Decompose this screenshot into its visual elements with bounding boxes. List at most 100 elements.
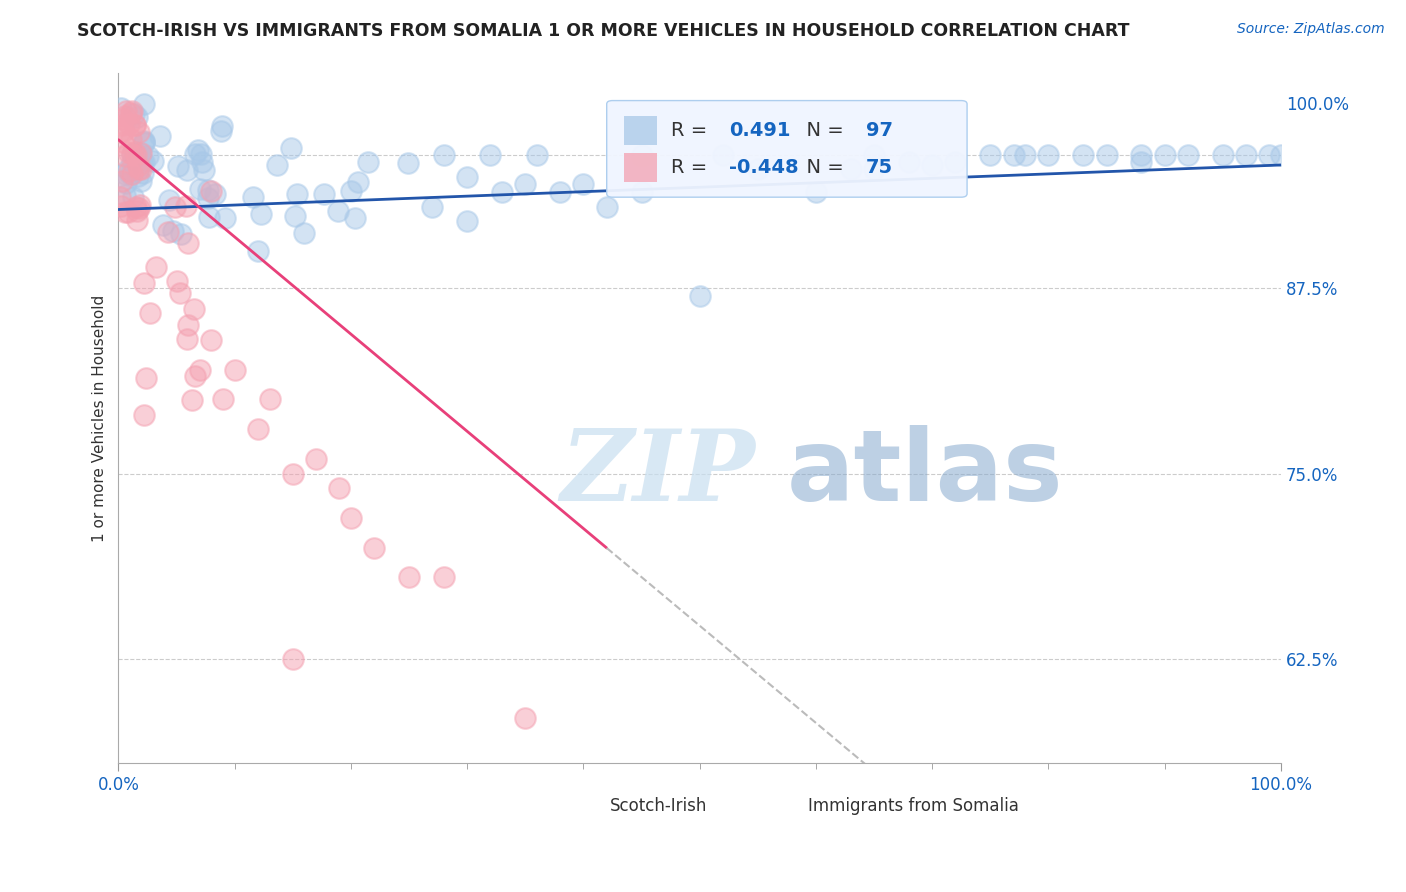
Point xyxy=(184,369,207,384)
Point xyxy=(110,125,132,139)
Point xyxy=(132,97,155,112)
Text: Scotch-Irish: Scotch-Irish xyxy=(610,797,707,814)
Point xyxy=(166,274,188,288)
Text: N =: N = xyxy=(794,158,849,177)
Point xyxy=(526,147,548,161)
Point xyxy=(127,169,149,183)
Point xyxy=(1130,155,1153,169)
Point xyxy=(114,204,136,219)
Point xyxy=(125,156,148,170)
Point xyxy=(125,147,148,161)
Point xyxy=(326,204,349,219)
Point xyxy=(340,184,363,198)
Point xyxy=(863,162,886,177)
Point xyxy=(110,102,132,116)
Point xyxy=(128,145,150,160)
Point xyxy=(1270,147,1292,161)
Point xyxy=(131,162,153,177)
Point xyxy=(127,159,149,173)
Point xyxy=(174,199,197,213)
Point xyxy=(167,159,190,173)
Point xyxy=(132,166,155,180)
Point xyxy=(281,652,304,666)
Point xyxy=(124,148,146,162)
Point xyxy=(863,147,886,161)
Point xyxy=(125,200,148,214)
Text: R =: R = xyxy=(671,158,713,177)
Text: N =: N = xyxy=(794,120,849,140)
Point xyxy=(132,134,155,148)
Point xyxy=(456,214,478,228)
Point xyxy=(118,164,141,178)
Text: 75: 75 xyxy=(866,158,893,177)
Point xyxy=(114,167,136,181)
Point xyxy=(117,145,139,160)
Point xyxy=(1073,147,1095,161)
Point xyxy=(305,451,328,466)
Point xyxy=(572,178,595,192)
Point xyxy=(157,225,180,239)
Point xyxy=(114,187,136,202)
Point xyxy=(630,147,652,161)
Point xyxy=(285,186,308,201)
Point xyxy=(548,185,571,199)
Point xyxy=(209,124,232,138)
Point xyxy=(145,260,167,275)
Point xyxy=(124,118,146,132)
Point xyxy=(346,175,368,189)
Point xyxy=(280,141,302,155)
Point xyxy=(396,156,419,170)
Point xyxy=(1234,147,1257,161)
Point xyxy=(108,190,131,204)
Point xyxy=(491,185,513,199)
Point xyxy=(259,392,281,407)
Point xyxy=(149,129,172,144)
Point xyxy=(190,147,212,161)
Text: 97: 97 xyxy=(866,120,893,140)
Point xyxy=(1212,147,1234,161)
Point xyxy=(242,190,264,204)
Point xyxy=(314,186,336,201)
Point xyxy=(281,467,304,481)
Text: R =: R = xyxy=(671,120,713,140)
Point xyxy=(433,570,456,584)
Point xyxy=(134,135,156,149)
Point xyxy=(132,409,155,423)
Point xyxy=(122,107,145,121)
Point xyxy=(177,318,200,333)
Text: Source: ZipAtlas.com: Source: ZipAtlas.com xyxy=(1237,22,1385,37)
Text: 0.491: 0.491 xyxy=(728,120,790,140)
Point xyxy=(114,109,136,123)
Point xyxy=(979,147,1001,161)
Point xyxy=(122,145,145,160)
Point xyxy=(456,169,478,184)
Point xyxy=(200,184,222,198)
Point xyxy=(132,136,155,150)
Point xyxy=(344,211,367,226)
Point xyxy=(184,146,207,161)
Point xyxy=(204,186,226,201)
FancyBboxPatch shape xyxy=(567,796,600,816)
Point xyxy=(246,244,269,258)
Point xyxy=(839,162,862,177)
Point xyxy=(711,147,734,161)
Text: SCOTCH-IRISH VS IMMIGRANTS FROM SOMALIA 1 OR MORE VEHICLES IN HOUSEHOLD CORRELAT: SCOTCH-IRISH VS IMMIGRANTS FROM SOMALIA … xyxy=(77,22,1130,40)
Point xyxy=(246,422,269,436)
Point xyxy=(121,155,143,169)
Point xyxy=(176,332,198,346)
Point xyxy=(1177,147,1199,161)
Point xyxy=(152,218,174,232)
FancyBboxPatch shape xyxy=(607,101,967,197)
Point xyxy=(211,120,233,134)
Point xyxy=(200,333,222,347)
Point xyxy=(132,276,155,290)
Point xyxy=(433,147,456,161)
Point xyxy=(1014,147,1036,161)
Point xyxy=(129,198,152,212)
Point xyxy=(136,149,159,163)
Point xyxy=(188,363,211,377)
Y-axis label: 1 or more Vehicles in Household: 1 or more Vehicles in Household xyxy=(93,294,107,541)
FancyBboxPatch shape xyxy=(624,153,657,182)
Point xyxy=(183,301,205,316)
Point xyxy=(125,110,148,124)
